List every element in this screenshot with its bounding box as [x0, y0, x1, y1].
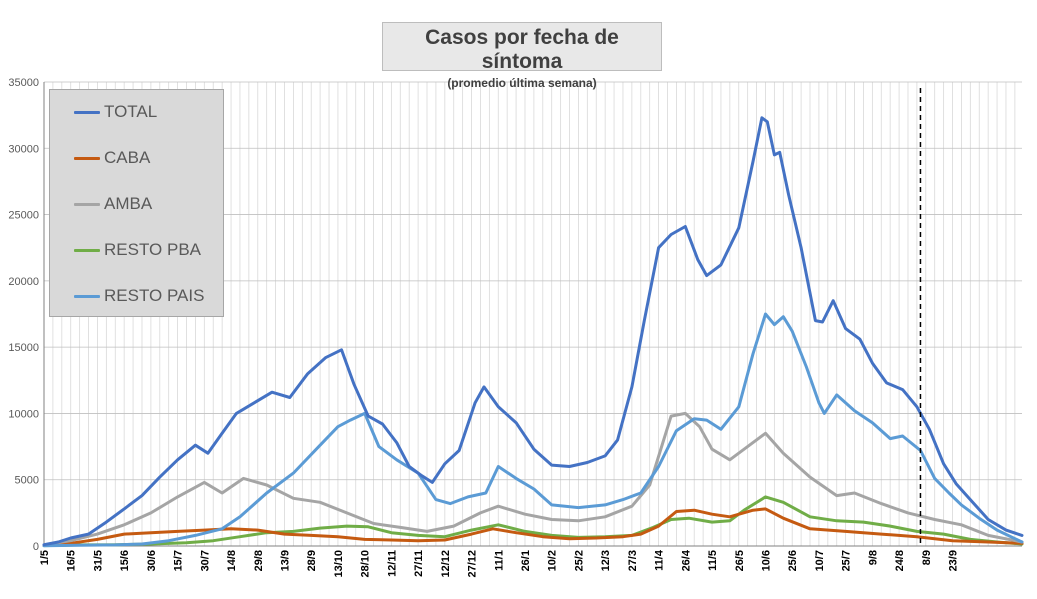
x-tick-label: 26/1 [520, 550, 532, 571]
series-line-resto-pais [42, 312, 1024, 548]
x-tick-label: 9/8 [867, 550, 879, 565]
x-tick-label: 28/10 [360, 550, 372, 578]
x-tick-label: 11/5 [707, 550, 719, 571]
x-tick-label: 16/5 [66, 550, 78, 571]
chart-title: Casos por fecha de síntoma [425, 26, 619, 73]
x-tick-label: 8/9 [921, 550, 933, 565]
chart-subtitle: (promedio última semana) [447, 76, 597, 90]
legend-swatch-total [74, 111, 100, 114]
x-tick-label: 27/3 [627, 550, 639, 571]
x-tick-label: 15/7 [173, 550, 185, 571]
y-tick-label: 10000 [8, 408, 39, 420]
series-line-resto-pba [42, 495, 1024, 548]
x-tick-label: 15/6 [119, 550, 131, 571]
x-tick-label: 10/7 [814, 550, 826, 571]
y-tick-label: 5000 [15, 475, 39, 487]
x-tick-label: 30/7 [199, 550, 211, 571]
legend-label-resto-pba: RESTO PBA [104, 240, 201, 259]
x-tick-label: 29/8 [253, 550, 265, 571]
y-tick-label: 0 [33, 541, 39, 553]
x-tick-label: 31/5 [92, 550, 104, 571]
legend-label-caba: CABA [104, 148, 151, 167]
y-tick-label: 15000 [8, 342, 39, 354]
series-lines [42, 116, 1024, 548]
x-tick-label: 13/10 [333, 550, 345, 578]
legend-label-total: TOTAL [104, 102, 158, 121]
x-tick-label: 10/2 [547, 550, 559, 571]
x-tick-label: 25/2 [573, 550, 585, 571]
x-tick-label: 12/11 [386, 550, 398, 577]
chart-title-box: Casos por fecha de síntoma (promedio últ… [382, 22, 662, 90]
x-tick-label: 12/12 [440, 550, 452, 578]
x-tick-label: 26/5 [734, 550, 746, 571]
legend-swatch-caba [74, 157, 100, 160]
x-axis-ticks: 1/5 16/5 31/5 15/6 30/6 15/7 30/7 14/8 29/8 13/9 2… [39, 549, 960, 577]
x-tick-label: 28/9 [306, 550, 318, 571]
legend: TOTAL CABA AMBA RESTO PBA RESTO PAIS [49, 89, 224, 317]
y-axis-ticks: 0 5000 10000 15000 20000 25000 30000 35000 [8, 77, 39, 553]
x-tick-label: 27/12 [467, 550, 479, 578]
legend-label-amba: AMBA [104, 194, 153, 213]
x-tick-label: 11/4 [654, 549, 666, 571]
series-line-total [42, 116, 1024, 547]
x-tick-label: 1/5 [39, 550, 51, 565]
x-tick-label: 11/1 [493, 550, 505, 571]
y-tick-label: 30000 [8, 143, 39, 155]
y-tick-label: 35000 [8, 77, 39, 89]
x-tick-label: 14/8 [226, 550, 238, 571]
x-tick-label: 25/7 [841, 550, 853, 571]
x-tick-label: 23/9 [948, 550, 960, 571]
x-tick-label: 25/6 [787, 550, 799, 571]
x-tick-label: 12/3 [600, 550, 612, 571]
x-tick-label: 13/9 [279, 550, 291, 571]
x-tick-label: 30/6 [146, 550, 158, 571]
x-tick-label: 24/8 [894, 550, 906, 571]
legend-swatch-resto-pba [74, 249, 100, 252]
series-line-amba [42, 411, 1024, 547]
x-tick-label: 10/6 [760, 550, 772, 571]
x-tick-label: 26/4 [680, 549, 692, 571]
x-tick-label: 27/11 [413, 550, 425, 577]
legend-swatch-amba [74, 203, 100, 206]
legend-label-resto-pais: RESTO PAIS [104, 286, 205, 305]
legend-swatch-resto-pais [74, 295, 100, 298]
y-tick-label: 25000 [8, 210, 39, 222]
y-tick-label: 20000 [8, 276, 39, 288]
